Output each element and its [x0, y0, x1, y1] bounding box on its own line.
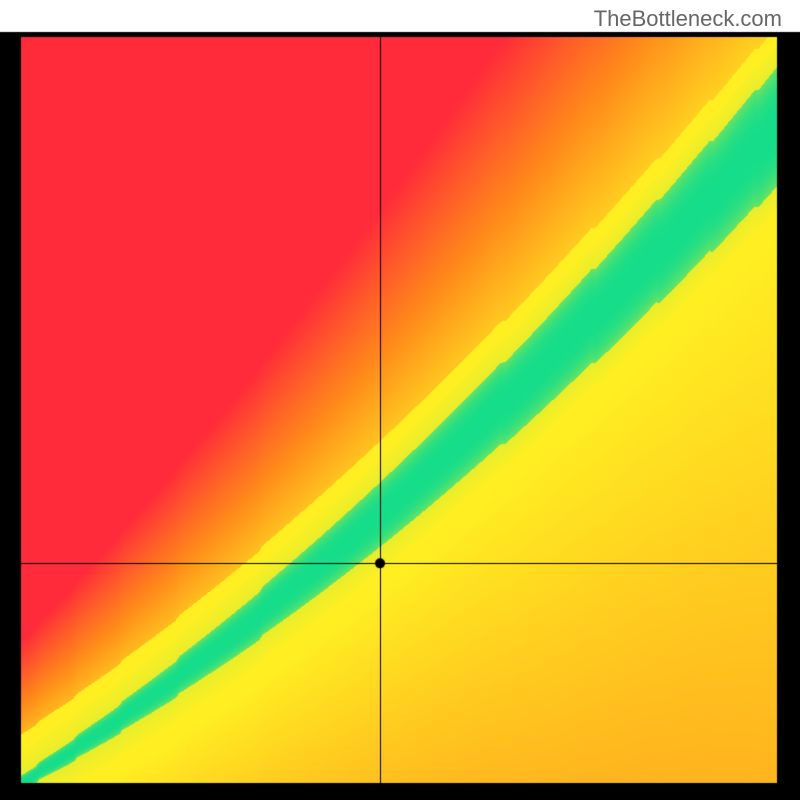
chart-container: TheBottleneck.com	[0, 0, 800, 800]
watermark-text: TheBottleneck.com	[594, 6, 782, 32]
bottleneck-heatmap	[0, 0, 800, 800]
